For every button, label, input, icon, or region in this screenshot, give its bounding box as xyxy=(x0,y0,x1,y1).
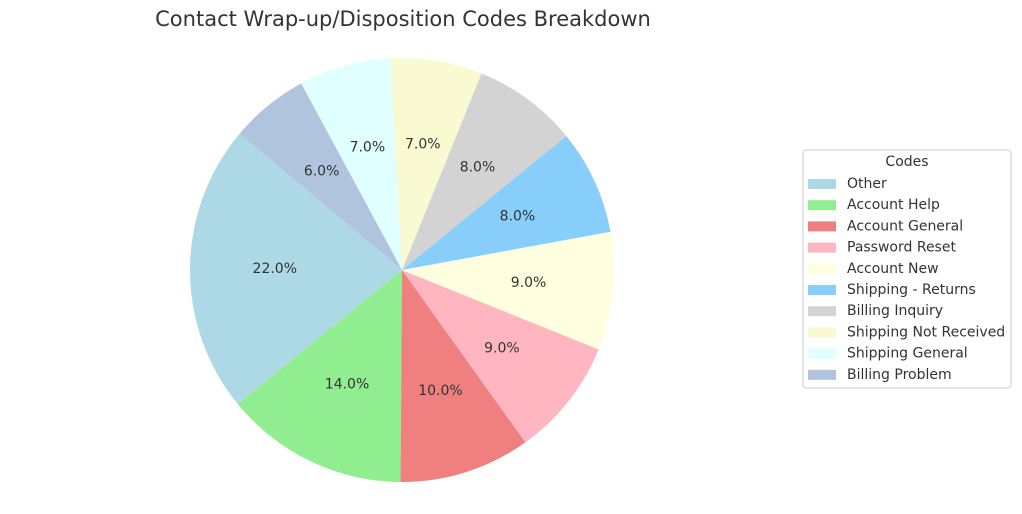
legend-box xyxy=(802,149,1012,389)
pie-slice xyxy=(402,270,599,443)
legend-label: Shipping Not Received xyxy=(847,324,1005,340)
legend-swatch xyxy=(808,285,836,295)
legend-swatch xyxy=(808,263,836,274)
legend-label: Shipping - Returns xyxy=(847,282,976,298)
pie-slice xyxy=(237,270,402,482)
slice-label: 14.0% xyxy=(325,377,369,393)
chart-title: Contact Wrap-up/Disposition Codes Breakd… xyxy=(155,7,651,31)
slice-label: 6.0% xyxy=(304,163,340,179)
slice-label: 8.0% xyxy=(460,160,496,176)
legend-swatch xyxy=(808,327,836,338)
slice-label: 10.0% xyxy=(418,383,462,399)
slice-label: 22.0% xyxy=(253,261,297,277)
legend-label: Account General xyxy=(847,218,963,234)
legend-swatch xyxy=(808,200,836,211)
pie-slice xyxy=(402,231,614,350)
legend-swatch xyxy=(808,348,836,359)
legend-swatch xyxy=(808,369,836,380)
legend-label: Billing Problem xyxy=(847,367,952,383)
pie-slice xyxy=(402,136,611,270)
legend-label: Account Help xyxy=(847,197,940,213)
legend-swatch xyxy=(808,306,836,317)
pie-slice xyxy=(400,270,526,483)
pie-slice xyxy=(402,73,567,271)
slice-label: 9.0% xyxy=(484,341,520,357)
slice-label: 8.0% xyxy=(500,209,536,225)
pie-slice xyxy=(239,83,402,271)
slice-label: 7.0% xyxy=(350,140,386,156)
legend-label: Account New xyxy=(847,261,939,277)
legend-label: Password Reset xyxy=(847,240,956,256)
slice-label: 7.0% xyxy=(405,137,441,153)
legend-swatch xyxy=(808,242,836,253)
pie-slice xyxy=(390,58,482,271)
legend-swatch xyxy=(808,221,836,232)
slice-label: 9.0% xyxy=(511,275,547,291)
legend-label: Other xyxy=(847,176,887,192)
legend-title: Codes xyxy=(885,154,928,170)
legend-label: Billing Inquiry xyxy=(847,303,943,319)
legend-swatch xyxy=(808,179,836,189)
pie-slice xyxy=(190,133,402,404)
legend-label: Shipping General xyxy=(847,346,968,362)
pie-slice xyxy=(301,58,402,270)
